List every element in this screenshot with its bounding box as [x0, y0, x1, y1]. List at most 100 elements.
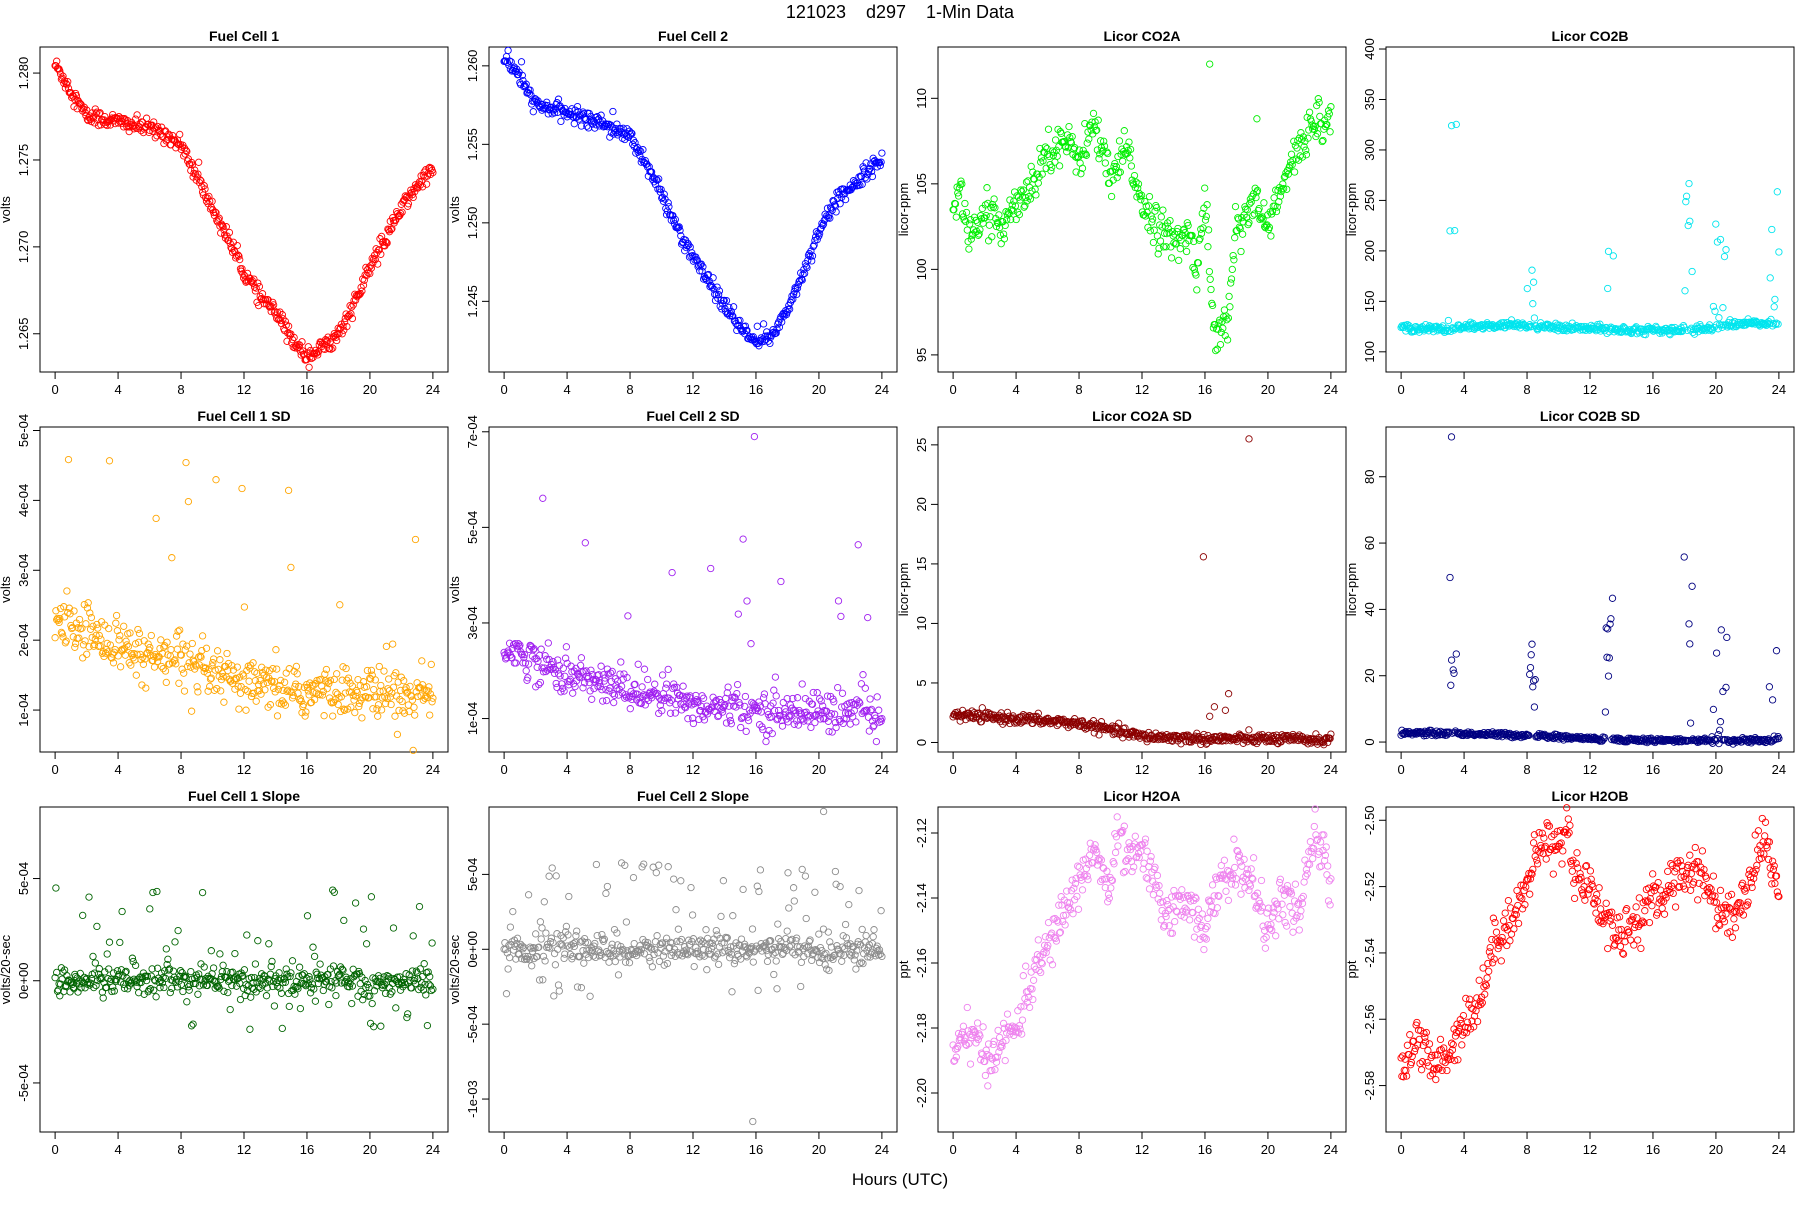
data-point: [713, 927, 719, 933]
data-point: [513, 660, 519, 666]
data-point: [75, 989, 81, 995]
data-point: [285, 487, 291, 493]
data-point: [371, 686, 377, 692]
data-point: [390, 925, 396, 931]
data-point: [1724, 634, 1730, 640]
y-tick-label: 1.250: [465, 207, 480, 240]
data-point: [378, 1023, 384, 1029]
data-point: [221, 988, 227, 994]
data-point: [1717, 719, 1723, 725]
data-point: [1261, 200, 1267, 206]
data-point: [333, 992, 339, 998]
data-point: [744, 598, 750, 604]
data-point: [740, 886, 746, 892]
data-point: [177, 627, 183, 633]
data-point: [410, 747, 416, 753]
data-point: [735, 611, 741, 617]
data-point: [985, 238, 991, 244]
data-point: [570, 690, 576, 696]
data-point: [1327, 129, 1333, 135]
y-axis-label: volts: [447, 576, 462, 603]
x-tick-label: 24: [1772, 762, 1786, 777]
y-axis-label: volts/20-sec: [447, 934, 462, 1004]
data-point: [90, 953, 96, 959]
data-point: [1772, 296, 1778, 302]
data-point: [1609, 595, 1615, 601]
data-point: [310, 944, 316, 950]
data-point: [1689, 583, 1695, 589]
data-point: [1774, 189, 1780, 195]
x-tick-label: 0: [51, 382, 58, 397]
data-point: [127, 630, 133, 636]
data-point: [652, 681, 658, 687]
y-tick-label: 1e-04: [465, 702, 480, 735]
data-point: [213, 477, 219, 483]
y-tick-label: 1.280: [16, 57, 31, 90]
y-tick-label: 100: [914, 259, 929, 281]
data-point: [610, 108, 616, 114]
y-tick-label: 0e+00: [16, 962, 31, 999]
data-point: [1713, 650, 1719, 656]
data-point: [963, 209, 969, 215]
data-point: [1157, 238, 1163, 244]
data-point: [175, 927, 181, 933]
data-point: [603, 697, 609, 703]
data-point: [538, 936, 544, 942]
data-point: [1202, 185, 1208, 191]
data-point: [1222, 707, 1228, 713]
data-points: [501, 433, 885, 744]
data-point: [1251, 211, 1257, 217]
data-point: [1056, 163, 1062, 169]
panel-title: Licor CO2A: [1103, 28, 1180, 44]
data-point: [1217, 341, 1223, 347]
y-tick-label: -5e-04: [16, 1064, 31, 1102]
data-point: [771, 971, 777, 977]
data-point: [574, 928, 580, 934]
data-point: [611, 699, 617, 705]
data-point: [873, 738, 879, 744]
x-tick-label: 0: [51, 1142, 58, 1157]
y-axis-label: licor-ppm: [1344, 183, 1359, 236]
data-point: [190, 1021, 196, 1027]
plot-frame: [489, 427, 897, 752]
data-point: [303, 709, 309, 715]
y-axis-label: volts: [447, 196, 462, 223]
data-point: [760, 321, 766, 327]
data-point: [122, 652, 128, 658]
data-point: [352, 900, 358, 906]
data-point: [665, 864, 671, 870]
y-tick-label: 40: [1362, 602, 1377, 616]
y-tick-label: 10: [914, 616, 929, 630]
y-tick-label: 20: [1362, 668, 1377, 682]
data-point: [720, 878, 726, 884]
x-tick-label: 4: [114, 382, 121, 397]
data-point: [221, 699, 227, 705]
data-point: [1721, 253, 1727, 259]
data-point: [304, 913, 310, 919]
data-point: [835, 598, 841, 604]
data-point: [785, 870, 791, 876]
data-point: [163, 679, 169, 685]
data-point: [1176, 257, 1182, 263]
y-tick-label: 4e-04: [16, 484, 31, 517]
data-point: [653, 870, 659, 876]
data-point: [862, 685, 868, 691]
data-point: [529, 963, 535, 969]
data-point: [1207, 713, 1213, 719]
data-points: [1398, 121, 1782, 338]
data-point: [656, 862, 662, 868]
data-point: [541, 899, 547, 905]
data-point: [964, 227, 970, 233]
data-point: [858, 681, 864, 687]
data-point: [503, 991, 509, 997]
data-point: [286, 1003, 292, 1009]
data-point: [1214, 346, 1220, 352]
data-point: [585, 125, 591, 131]
data-point: [163, 946, 169, 952]
x-tick-label: 24: [875, 762, 889, 777]
data-point: [1769, 697, 1775, 703]
x-tick-label: 4: [563, 382, 570, 397]
data-point: [537, 679, 543, 685]
data-point: [772, 674, 778, 680]
